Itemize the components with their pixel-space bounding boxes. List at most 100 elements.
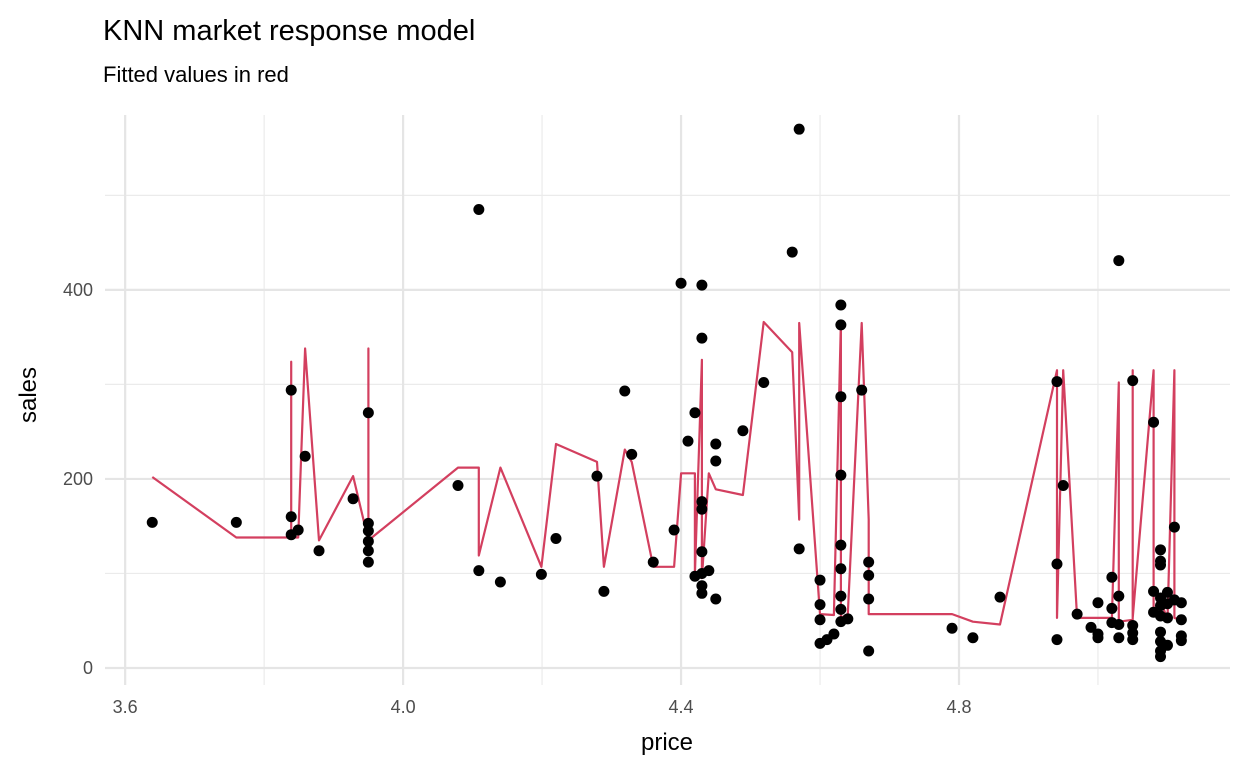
data-point bbox=[1051, 558, 1063, 570]
data-point bbox=[1161, 639, 1173, 651]
data-point bbox=[1113, 590, 1125, 602]
data-point bbox=[1092, 597, 1104, 609]
data-point bbox=[1085, 621, 1097, 633]
data-point bbox=[863, 569, 875, 581]
data-point bbox=[786, 246, 798, 258]
data-point bbox=[835, 539, 847, 551]
data-point bbox=[647, 556, 659, 568]
data-point bbox=[737, 425, 749, 437]
data-point bbox=[1071, 608, 1083, 620]
data-point bbox=[1127, 634, 1139, 646]
data-point bbox=[1113, 255, 1125, 267]
data-point bbox=[696, 279, 708, 291]
data-point bbox=[835, 319, 847, 331]
data-point bbox=[814, 599, 826, 611]
data-point bbox=[1051, 634, 1063, 646]
x-tick-label: 4.4 bbox=[669, 697, 694, 717]
data-point bbox=[1106, 571, 1118, 583]
data-point bbox=[292, 524, 304, 536]
data-point bbox=[1113, 632, 1125, 644]
data-point bbox=[230, 516, 242, 528]
data-point bbox=[696, 546, 708, 558]
data-point bbox=[1051, 376, 1063, 388]
data-point bbox=[758, 377, 770, 389]
data-point bbox=[793, 123, 805, 135]
data-point bbox=[682, 435, 694, 447]
data-point bbox=[835, 469, 847, 481]
x-tick-label: 4.8 bbox=[946, 697, 971, 717]
data-point bbox=[313, 545, 325, 557]
data-point bbox=[550, 532, 562, 544]
data-point bbox=[835, 391, 847, 403]
data-point bbox=[689, 407, 701, 419]
data-point bbox=[863, 645, 875, 657]
data-point bbox=[591, 470, 603, 482]
data-point bbox=[835, 563, 847, 575]
data-point bbox=[362, 525, 374, 537]
data-point bbox=[814, 614, 826, 626]
data-point bbox=[146, 516, 158, 528]
data-point bbox=[598, 585, 610, 597]
data-point bbox=[473, 565, 485, 577]
data-point bbox=[1155, 626, 1167, 638]
data-point bbox=[835, 590, 847, 602]
data-point bbox=[347, 493, 359, 505]
data-point bbox=[1155, 559, 1167, 571]
data-point bbox=[946, 622, 958, 634]
data-point bbox=[362, 407, 374, 419]
data-point bbox=[1148, 416, 1160, 428]
data-point bbox=[1092, 632, 1104, 644]
data-point bbox=[285, 384, 297, 396]
data-point bbox=[863, 593, 875, 605]
data-point bbox=[967, 632, 979, 644]
data-point bbox=[696, 580, 708, 592]
y-tick-label: 200 bbox=[63, 469, 93, 489]
data-point bbox=[696, 496, 708, 508]
data-point bbox=[1175, 614, 1187, 626]
data-point bbox=[619, 385, 631, 397]
data-point bbox=[835, 603, 847, 615]
data-point bbox=[1175, 635, 1187, 647]
data-point bbox=[1168, 521, 1180, 533]
data-point bbox=[1057, 480, 1069, 492]
data-point bbox=[710, 593, 722, 605]
data-point bbox=[703, 565, 715, 577]
data-point bbox=[696, 332, 708, 344]
chart-title: KNN market response model bbox=[103, 15, 475, 47]
data-point bbox=[696, 587, 708, 599]
y-axis-label: sales bbox=[15, 367, 42, 423]
data-point bbox=[285, 511, 297, 523]
data-point bbox=[1161, 586, 1173, 598]
x-axis-label: price bbox=[641, 729, 693, 756]
data-point bbox=[668, 524, 680, 536]
data-point bbox=[452, 480, 464, 492]
data-point bbox=[863, 556, 875, 568]
fitted-line bbox=[151, 320, 1182, 626]
data-point bbox=[362, 545, 374, 557]
data-point bbox=[1127, 619, 1139, 631]
data-point bbox=[710, 455, 722, 467]
data-point bbox=[299, 450, 311, 462]
x-tick-label: 3.6 bbox=[113, 697, 138, 717]
y-tick-label: 0 bbox=[83, 658, 93, 678]
data-point bbox=[1161, 612, 1173, 624]
x-tick-label: 4.0 bbox=[391, 697, 416, 717]
data-point bbox=[1155, 651, 1167, 663]
data-point bbox=[494, 576, 506, 588]
data-point bbox=[1127, 375, 1139, 387]
data-point bbox=[1148, 585, 1160, 597]
data-point bbox=[362, 517, 374, 529]
data-point bbox=[362, 535, 374, 547]
data-point bbox=[362, 556, 374, 568]
data-point bbox=[1155, 544, 1167, 556]
data-point bbox=[710, 438, 722, 450]
data-point bbox=[793, 543, 805, 555]
data-point bbox=[1113, 619, 1125, 631]
data-point bbox=[696, 503, 708, 515]
data-point bbox=[1106, 602, 1118, 614]
data-point bbox=[473, 204, 485, 216]
data-point bbox=[626, 448, 638, 460]
data-point bbox=[842, 613, 854, 625]
